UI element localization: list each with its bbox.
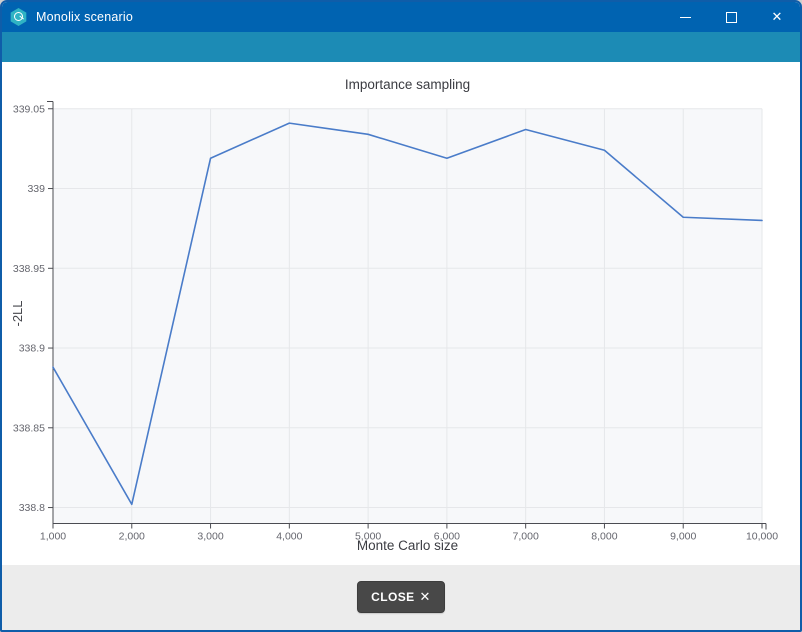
x-tick-label: 7,000 bbox=[513, 531, 539, 543]
minimize-button[interactable] bbox=[662, 2, 708, 32]
y-tick-label: 339.05 bbox=[13, 103, 45, 115]
y-tick-label: 339 bbox=[27, 183, 45, 195]
x-tick-label: 4,000 bbox=[276, 531, 302, 543]
x-tick-label: 1,000 bbox=[40, 531, 66, 543]
chart-panel: 338.8 338.85 338.9 338.95 339 339.05 1,000 2,00… bbox=[2, 62, 800, 565]
close-window-button[interactable]: ✕ bbox=[754, 2, 800, 32]
y-tick-label: 338.85 bbox=[13, 422, 45, 434]
x-axis-label: Monte Carlo size bbox=[356, 538, 459, 553]
close-icon: ✕ bbox=[771, 9, 783, 25]
y-tick-label: 338.8 bbox=[19, 502, 45, 514]
x-tick-label: 9,000 bbox=[670, 531, 696, 543]
close-dialog-label: CLOSE bbox=[371, 590, 415, 604]
minimize-icon bbox=[679, 16, 691, 18]
chart-svg: 338.8 338.85 338.9 338.95 339 339.05 1,000 2,00… bbox=[13, 101, 778, 543]
footer-bar: CLOSE ✕ bbox=[2, 565, 800, 630]
x-tick-label: 6,000 bbox=[434, 531, 460, 543]
series-line bbox=[52, 122, 763, 506]
close-x-icon: ✕ bbox=[419, 589, 431, 605]
x-tick-label: 3,000 bbox=[197, 531, 223, 543]
logo-ring bbox=[14, 12, 23, 21]
y-tick-label: 338.95 bbox=[13, 263, 45, 275]
x-tick-label: 5,000 bbox=[355, 531, 381, 543]
header-bar bbox=[2, 32, 800, 62]
x-tick-label: 2,000 bbox=[119, 531, 145, 543]
x-tick-label: 8,000 bbox=[591, 531, 617, 543]
y-axis-label: -2LL bbox=[10, 300, 25, 327]
y-tick-label: 338.9 bbox=[19, 343, 45, 355]
maximize-button[interactable] bbox=[708, 2, 754, 32]
chart-title: Importance sampling bbox=[344, 77, 471, 92]
x-tick-label: 10,000 bbox=[746, 531, 778, 543]
window-title: Monolix scenario bbox=[36, 10, 133, 24]
plot-background bbox=[53, 108, 762, 524]
close-dialog-button[interactable]: CLOSE ✕ bbox=[357, 581, 445, 613]
maximize-icon bbox=[725, 11, 737, 23]
window-controls: ✕ bbox=[662, 2, 800, 32]
monolix-logo-icon bbox=[10, 8, 27, 26]
window-titlebar: Monolix scenario ✕ bbox=[2, 2, 800, 32]
